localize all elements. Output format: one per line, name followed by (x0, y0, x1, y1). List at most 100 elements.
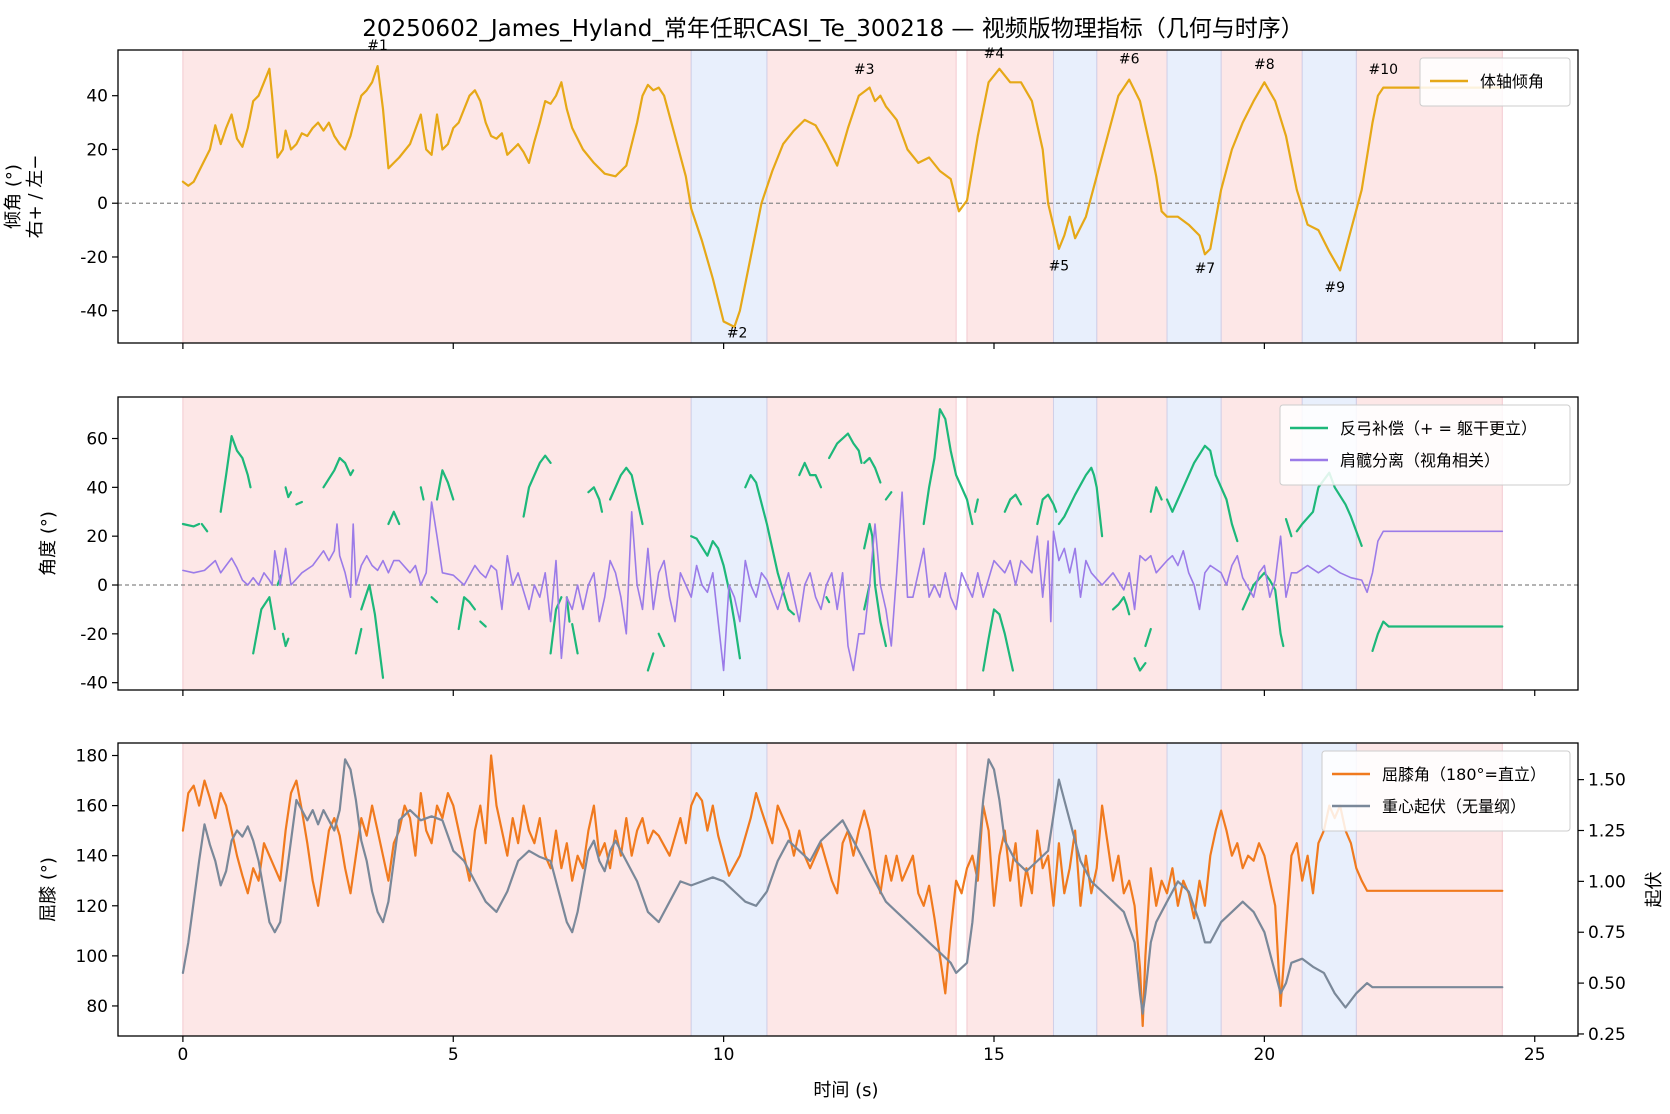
phase-band-blue (1052, 49, 1098, 344)
angle-panel: -40 -20 0 20 40 60 角度 (°) 反弓补偿（+ = 躯干更立） 肩髋分离（视角… (38, 396, 1579, 696)
legend-box (1279, 404, 1571, 486)
peak-label: #7 (1195, 261, 1216, 277)
y-tick-label: 180 (76, 747, 108, 767)
y-tick-label: 60 (86, 430, 108, 450)
phase-band-pink (766, 742, 957, 1037)
phase-band-pink (1096, 49, 1168, 344)
phase-band-pink (766, 49, 957, 344)
series-line-1 (295, 500, 303, 506)
y-tick-label: 140 (76, 847, 108, 867)
peak-label: #9 (1324, 280, 1345, 296)
phase-band-blue (1052, 742, 1098, 1037)
phase-band-pink (966, 742, 1054, 1037)
chart-title: 20250602_James_Hyland_常年任职CASI_Te_300218… (362, 16, 1303, 42)
y2-tick-label: 1.25 (1588, 821, 1626, 841)
y-tick-label: 20 (86, 527, 108, 547)
series-line-1 (219, 435, 252, 513)
axes-frame (117, 742, 1579, 1037)
x-tick-label: 25 (1524, 1045, 1546, 1065)
legend-entry: 肩髋分离（视角相关） (1340, 451, 1500, 470)
legend-entry: 反弓补偿（+ = 躯干更立） (1340, 419, 1537, 438)
series-line-1 (181, 65, 1504, 328)
series-group (181, 754, 1504, 1028)
phase-band-pink (966, 396, 1054, 691)
series-line-1 (828, 432, 863, 464)
series-line-1 (360, 583, 385, 679)
y-axis-label: 倾角 (°) (3, 164, 24, 229)
phase-band-blue (1166, 49, 1222, 344)
series-group (181, 65, 1504, 328)
y-tick-label: 100 (76, 947, 108, 967)
y-axis-label: 右+ / 左− (25, 155, 46, 239)
series-line-1 (657, 632, 666, 648)
series-line-1 (798, 461, 823, 489)
phase-band-blue (690, 742, 768, 1037)
series-line-1 (181, 522, 201, 528)
series-line-1 (825, 596, 831, 604)
series-line-1 (200, 522, 209, 533)
y-tick-label: -20 (80, 625, 108, 645)
y-axis-label: 角度 (°) (38, 511, 59, 576)
y-tick-label: 40 (86, 478, 108, 498)
series-line-1 (522, 454, 552, 518)
series-line-1 (1133, 657, 1147, 672)
y2-tick-label: 0.75 (1588, 923, 1626, 943)
series-line-1 (354, 627, 363, 655)
legend-box (1419, 57, 1571, 107)
series-line-1 (284, 486, 293, 499)
y2-axis-label: 起伏 (1644, 872, 1665, 908)
legend-entry: 屈膝角（180°=直立） (1382, 765, 1546, 784)
y2-tick-label: 0.50 (1588, 974, 1626, 994)
series-group (181, 408, 1504, 679)
series-line-1 (646, 652, 655, 672)
peak-label: #10 (1369, 62, 1399, 78)
peak-label: #4 (984, 46, 1005, 62)
series-line-1 (281, 632, 290, 648)
x-tick-label: 20 (1254, 1045, 1276, 1065)
phase-band-blue (690, 396, 768, 691)
series-line-1 (1057, 466, 1104, 538)
y-tick-label: 20 (86, 140, 108, 160)
y2-tick-label: 1.50 (1588, 771, 1626, 791)
legend-entry: 重心起伏（无量纲） (1382, 797, 1526, 816)
series-line-1 (922, 408, 974, 526)
series-line-1 (863, 522, 887, 648)
series-line-1 (419, 486, 425, 501)
y-tick-label: 80 (86, 997, 108, 1017)
x-axis-label: 时间 (s) (813, 1080, 878, 1101)
x-tick-label: 0 (177, 1045, 188, 1065)
phase-band-pink (1220, 49, 1303, 344)
y-tick-label: 160 (76, 797, 108, 817)
phase-band-pink (766, 396, 957, 691)
series-line-1 (1144, 627, 1152, 648)
series-line-1 (690, 535, 741, 660)
phase-band-pink (1096, 396, 1168, 691)
peak-label: #3 (854, 62, 875, 78)
phase-band-blue (1166, 396, 1222, 691)
y2-tick-label: 0.25 (1588, 1025, 1626, 1045)
series-line-1 (571, 623, 579, 655)
y-tick-label: -20 (80, 248, 108, 268)
series-line-1 (884, 491, 893, 501)
peak-label: #6 (1119, 51, 1140, 67)
series-line-1 (1003, 493, 1023, 513)
y-tick-label: -40 (80, 302, 108, 322)
series-line-1 (435, 469, 455, 501)
series-line-1 (549, 596, 563, 655)
y-tick-label: -40 (80, 674, 108, 694)
x-tick-label: 10 (713, 1045, 735, 1065)
series-line-1 (430, 596, 439, 604)
series-line-1 (1165, 444, 1239, 543)
phase-band-blue (1301, 49, 1357, 344)
series-line-1 (457, 596, 476, 631)
series-line-1 (565, 596, 571, 623)
series-line-1 (974, 498, 979, 513)
x-tick-label: 5 (448, 1045, 459, 1065)
axes-frame (117, 49, 1579, 344)
phase-band-blue (690, 49, 768, 344)
legend-entry: 体轴倾角 (1480, 72, 1544, 91)
phase-band-pink (182, 742, 692, 1037)
knee-panel: 0 5 10 15 20 25 80 100 120 140 160 180 0.25 0.50 0.75 1… (38, 742, 1665, 1065)
legend-box (1321, 750, 1571, 832)
